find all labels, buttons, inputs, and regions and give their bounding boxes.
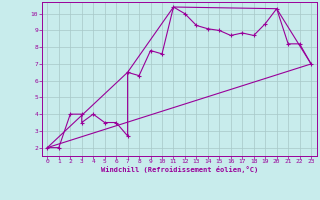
X-axis label: Windchill (Refroidissement éolien,°C): Windchill (Refroidissement éolien,°C) [100,166,258,173]
